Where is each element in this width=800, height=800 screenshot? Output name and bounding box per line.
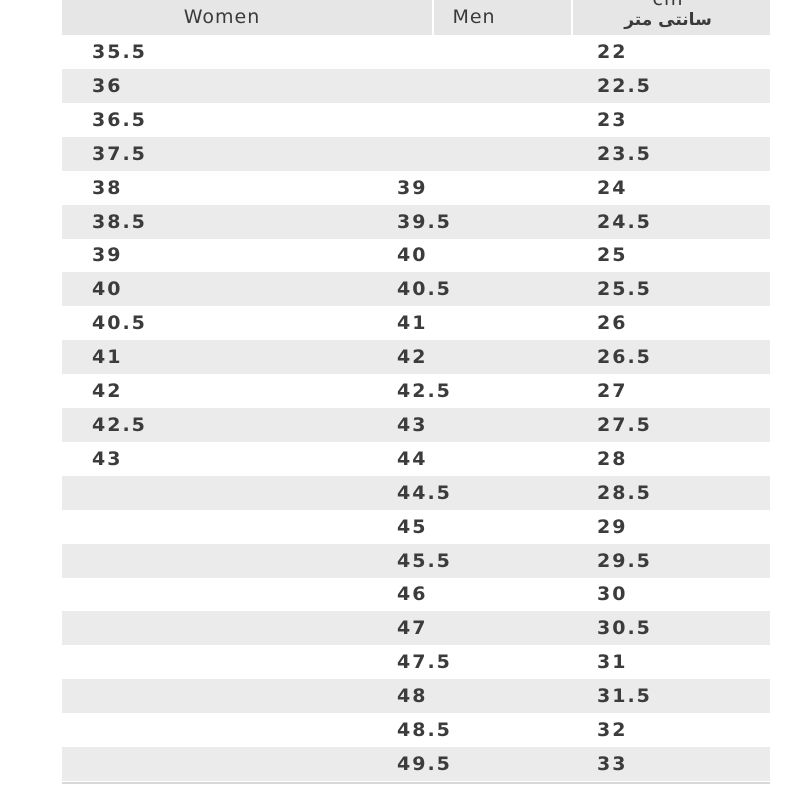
table-cell: 42 bbox=[92, 380, 123, 402]
table-cell: 32 bbox=[597, 719, 628, 741]
table-cell: 43 bbox=[92, 447, 123, 470]
table-cell: 30.5 bbox=[597, 617, 652, 640]
table-cell: 22 bbox=[597, 41, 628, 63]
header-cm: cm bbox=[573, 0, 763, 10]
table-cell: 48 bbox=[397, 685, 428, 708]
table-cell: 27 bbox=[597, 380, 628, 402]
table-row: 48.5 32 bbox=[62, 713, 770, 747]
header-cell bbox=[434, 0, 571, 35]
table-cell: 29.5 bbox=[597, 549, 652, 572]
table-row: 42.5 43 27.5 bbox=[62, 407, 770, 442]
table-cell: 42.5 bbox=[92, 413, 147, 436]
table-row: 42 42.5 27 bbox=[62, 374, 770, 408]
table-cell: 22.5 bbox=[597, 74, 652, 97]
header-cm-fa: سانتی متر bbox=[624, 10, 712, 30]
table-row: 38 39 24 bbox=[62, 171, 770, 205]
table-cell: 28.5 bbox=[597, 481, 652, 504]
table-cell: 44.5 bbox=[397, 481, 452, 504]
table-cell: 26 bbox=[597, 312, 628, 335]
table-cell: 40.5 bbox=[397, 278, 452, 301]
table-cell: 26.5 bbox=[597, 346, 652, 369]
table-cell: 35.5 bbox=[92, 41, 147, 63]
table-cell: 24 bbox=[597, 176, 628, 199]
table-row: 45.5 29.5 bbox=[62, 543, 770, 578]
table-cell: 47.5 bbox=[397, 651, 452, 674]
table-row: 49.5 33 bbox=[62, 746, 770, 781]
table-cell: 47 bbox=[397, 617, 428, 640]
table-row: 35.5 22 bbox=[62, 35, 770, 69]
table-cell: 46 bbox=[397, 583, 428, 606]
table-cell: 31.5 bbox=[597, 685, 652, 708]
table-cell: 45.5 bbox=[397, 549, 452, 572]
table-cell: 25 bbox=[597, 244, 628, 267]
table-cell: 40.5 bbox=[92, 312, 147, 335]
table-cell: 30 bbox=[597, 583, 628, 606]
header-women: Women bbox=[183, 6, 261, 28]
table-row: 36.5 23 bbox=[62, 103, 770, 137]
table-cell: 27.5 bbox=[597, 413, 652, 436]
bottom-border bbox=[62, 782, 770, 784]
table-row: 41 42 26.5 bbox=[62, 340, 770, 375]
table-cell: 24.5 bbox=[597, 210, 652, 233]
table-cell: 45 bbox=[397, 515, 428, 538]
table-row: 39 40 25 bbox=[62, 238, 770, 272]
table-cell: 28 bbox=[597, 447, 628, 470]
table-cell: 49.5 bbox=[397, 752, 452, 775]
table-row: 38.5 39.5 24.5 bbox=[62, 204, 770, 239]
table-row: 45 29 bbox=[62, 510, 770, 544]
table-cell: 31 bbox=[597, 651, 628, 674]
table-cell: 37.5 bbox=[92, 142, 147, 165]
header-cell bbox=[573, 0, 770, 35]
table-cell: 39 bbox=[397, 176, 428, 199]
table-row: 37.5 23.5 bbox=[62, 136, 770, 171]
table-cell: 40 bbox=[92, 278, 123, 301]
table-cell: 41 bbox=[397, 312, 428, 335]
table-cell: 42.5 bbox=[397, 380, 452, 402]
table-cell: 38.5 bbox=[92, 210, 147, 233]
table-cell: 29 bbox=[597, 515, 628, 538]
table-cell: 38 bbox=[92, 176, 123, 199]
table-cell: 42 bbox=[397, 346, 428, 369]
table-cell: 39.5 bbox=[397, 210, 452, 233]
table-cell: 36 bbox=[92, 74, 123, 97]
table-row: 47.5 31 bbox=[62, 645, 770, 679]
table-row: 40 40.5 25.5 bbox=[62, 272, 770, 307]
table-cell: 41 bbox=[92, 346, 123, 369]
table-cell: 36.5 bbox=[92, 108, 147, 131]
table-cell: 23.5 bbox=[597, 142, 652, 165]
table-row: 40.5 41 26 bbox=[62, 306, 770, 340]
table-cell: 40 bbox=[397, 244, 428, 267]
table-cell: 43 bbox=[397, 413, 428, 436]
table-row: 44.5 28.5 bbox=[62, 475, 770, 510]
table-cell: 33 bbox=[597, 752, 628, 775]
table-cell: 25.5 bbox=[597, 278, 652, 301]
table-row: 43 44 28 bbox=[62, 442, 770, 476]
header-men: Men bbox=[452, 6, 496, 28]
table-row: 36 22.5 bbox=[62, 68, 770, 103]
table-cell: 39 bbox=[92, 244, 123, 267]
header-cell bbox=[62, 0, 432, 35]
table-cell: 48.5 bbox=[397, 719, 452, 741]
table-row: 48 31.5 bbox=[62, 679, 770, 714]
table-cell: 23 bbox=[597, 108, 628, 131]
table-row: 46 30 bbox=[62, 577, 770, 611]
table-row: 47 30.5 bbox=[62, 611, 770, 646]
table-cell: 44 bbox=[397, 447, 428, 470]
